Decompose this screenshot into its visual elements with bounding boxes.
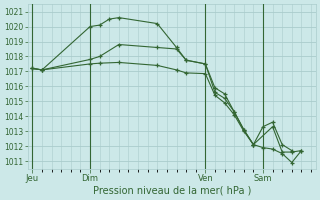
X-axis label: Pression niveau de la mer( hPa ): Pression niveau de la mer( hPa ): [92, 186, 251, 196]
